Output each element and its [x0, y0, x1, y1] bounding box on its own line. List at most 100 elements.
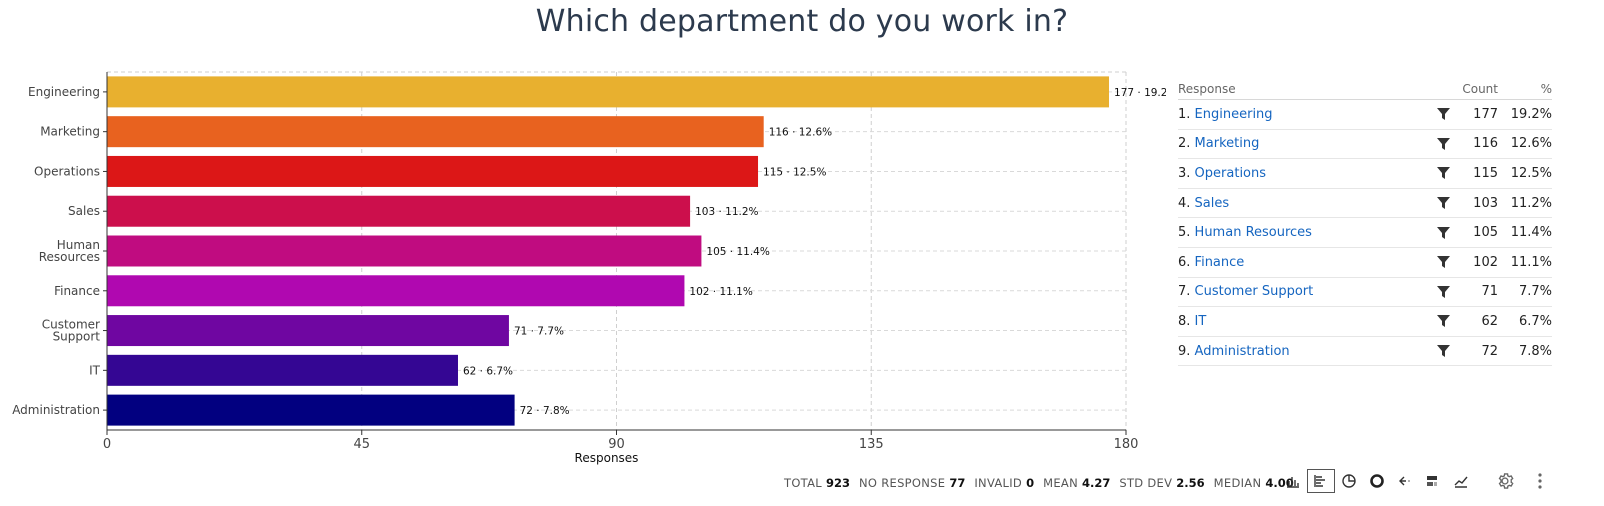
stat-item: STD DEV 2.56: [1119, 476, 1204, 490]
table-body: 1. Engineering 177 19.2% 2. Marketing 116 12.…: [1178, 100, 1552, 367]
row-response: 3. Operations: [1178, 166, 1432, 181]
row-count: 62: [1481, 313, 1498, 329]
filter-icon[interactable]: [1432, 108, 1454, 121]
stat-label: MEAN: [1043, 476, 1078, 490]
table-row: 5. Human Resources 105 11.4%: [1178, 218, 1552, 248]
stat-item: MEDIAN 4.00: [1214, 476, 1294, 490]
data-label: 116 · 12.6%: [769, 127, 832, 139]
category-label: IT: [89, 363, 101, 377]
bar[interactable]: [107, 394, 515, 426]
row-response-link[interactable]: Human Resources: [1194, 225, 1312, 241]
x-axis-title: Responses: [575, 451, 639, 465]
bar[interactable]: [107, 275, 685, 307]
more-vertical-icon[interactable]: [1532, 471, 1548, 491]
donut-chart-button[interactable]: [1363, 469, 1391, 493]
summary-stats: TOTAL 923 NO RESPONSE 77 INVALID 0 MEAN 4.27 STD…: [784, 474, 1294, 492]
category-label: Customer Support: [42, 318, 101, 344]
stat-item: MEAN 4.27: [1043, 476, 1110, 490]
row-rank: 9.: [1178, 343, 1191, 359]
stacked-bar-button[interactable]: [1419, 469, 1447, 493]
row-response: 7. Customer Support: [1178, 284, 1432, 299]
filter-icon[interactable]: [1432, 315, 1454, 328]
row-response-link[interactable]: Operations: [1194, 165, 1267, 181]
bar-chart: 177 · 19.2% 116 · 12.6% 115 · 12.5% 103 · 1…: [12, 71, 1166, 465]
row-count: 116: [1473, 136, 1498, 152]
row-rank: 6.: [1178, 254, 1191, 270]
pie-chart-button[interactable]: [1335, 469, 1363, 493]
data-label: 62 · 6.7%: [463, 365, 513, 377]
row-pct: 7.8%: [1518, 343, 1552, 359]
row-response-link[interactable]: IT: [1194, 313, 1207, 329]
stat-label: TOTAL: [784, 476, 822, 490]
category-label: Sales: [68, 204, 100, 218]
stat-value: 2.56: [1176, 476, 1205, 490]
row-rank: 2.: [1178, 136, 1191, 152]
response-table: Response Count % 1. Engineering 177 19.2% 2…: [1178, 78, 1552, 367]
column-chart-button[interactable]: [1279, 469, 1307, 493]
row-response-link[interactable]: Marketing: [1194, 136, 1260, 152]
stat-value: 77: [949, 476, 966, 490]
row-rank: 8.: [1178, 313, 1191, 329]
bar[interactable]: [107, 354, 458, 386]
category-label: Engineering: [28, 85, 100, 99]
x-tick-label: 180: [1114, 437, 1139, 452]
table-row: 1. Engineering 177 19.2%: [1178, 100, 1552, 130]
line-chart-button[interactable]: [1447, 469, 1475, 493]
row-response-link[interactable]: Customer Support: [1194, 284, 1314, 300]
row-pct: 11.4%: [1510, 225, 1552, 241]
stat-value: 923: [825, 476, 850, 490]
row-pct: 11.2%: [1510, 195, 1552, 211]
back-arrow-button[interactable]: [1391, 469, 1419, 493]
row-response-link[interactable]: Administration: [1194, 343, 1290, 359]
category-label: Operations: [34, 164, 100, 178]
filter-icon[interactable]: [1432, 167, 1454, 180]
stat-value: 0: [1026, 476, 1035, 490]
line-chart-icon: [1454, 476, 1468, 488]
data-label: 72 · 7.8%: [520, 405, 570, 417]
row-count: 115: [1473, 165, 1498, 181]
filter-icon[interactable]: [1432, 285, 1454, 298]
bar[interactable]: [107, 235, 702, 267]
x-tick-label: 135: [859, 437, 884, 452]
filter-icon[interactable]: [1432, 197, 1454, 210]
row-count: 72: [1481, 343, 1498, 359]
column-chart-icon: [1287, 477, 1299, 488]
chart-title: Which department do you work in?: [535, 4, 1069, 39]
table-row: 3. Operations 115 12.5%: [1178, 159, 1552, 189]
bar[interactable]: [107, 116, 764, 148]
bar-chart-button[interactable]: [1307, 469, 1335, 493]
data-label: 102 · 11.1%: [689, 286, 752, 298]
row-response: 6. Finance: [1178, 255, 1432, 270]
bar-chart-icon: [1314, 475, 1325, 487]
row-response-link[interactable]: Sales: [1194, 195, 1230, 211]
row-response: 9. Administration: [1178, 344, 1432, 359]
row-count: 177: [1473, 106, 1498, 122]
row-count: 102: [1473, 254, 1498, 270]
gear-icon[interactable]: [1495, 471, 1515, 491]
table-row: 6. Finance 102 11.1%: [1178, 248, 1552, 278]
row-pct: 12.5%: [1510, 165, 1552, 181]
category-label: Marketing: [40, 125, 100, 139]
table-row: 4. Sales 103 11.2%: [1178, 189, 1552, 219]
filter-icon[interactable]: [1432, 256, 1454, 269]
row-response-link[interactable]: Engineering: [1194, 106, 1273, 122]
back-arrow-icon: [1399, 476, 1410, 486]
stat-label: MEDIAN: [1213, 476, 1262, 490]
x-tick-label: 0: [103, 437, 111, 452]
header-response: Response: [1178, 81, 1236, 96]
bar[interactable]: [107, 315, 509, 347]
bar[interactable]: [107, 155, 759, 187]
chart-type-toolbar: [1279, 469, 1475, 493]
row-count: 103: [1473, 195, 1498, 211]
category-label: Human Resources: [39, 238, 100, 264]
row-pct: 11.1%: [1510, 254, 1552, 270]
bar[interactable]: [107, 195, 691, 227]
filter-icon[interactable]: [1432, 137, 1454, 150]
data-label: 105 · 11.4%: [706, 246, 769, 258]
bar[interactable]: [107, 76, 1110, 108]
row-response-link[interactable]: Finance: [1194, 254, 1245, 270]
filter-icon[interactable]: [1432, 226, 1454, 239]
filter-icon[interactable]: [1432, 345, 1454, 358]
stat-value: 4.00: [1265, 476, 1294, 490]
table-row: 2. Marketing 116 12.6%: [1178, 130, 1552, 160]
